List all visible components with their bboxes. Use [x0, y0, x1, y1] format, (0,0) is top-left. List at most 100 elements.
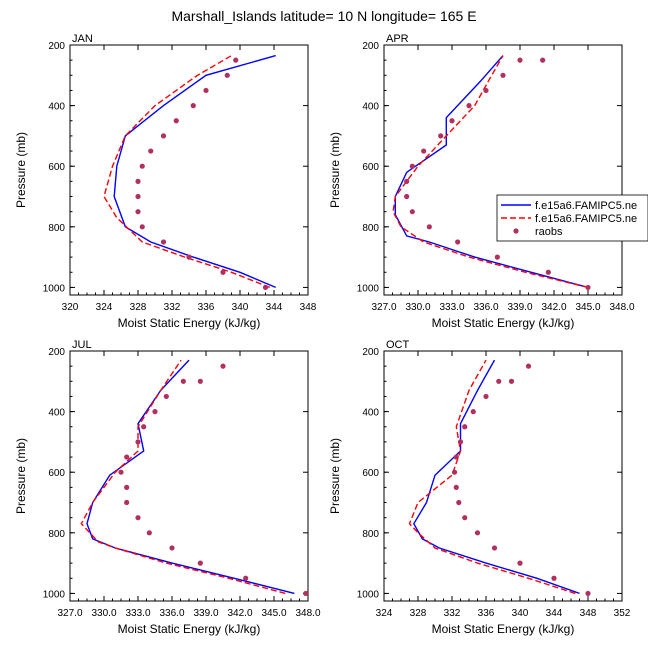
raobs-point: [517, 560, 523, 566]
x-tick-label: 330.0: [91, 608, 116, 619]
x-tick-label: 327.0: [371, 302, 396, 313]
raobs-point: [483, 87, 489, 94]
raobs-point: [409, 209, 415, 215]
y-tick-label: 200: [362, 41, 379, 52]
raobs-point: [455, 239, 461, 245]
x-tick-label: 333.0: [125, 608, 150, 619]
x-tick-label: 332: [164, 302, 181, 313]
y-tick-label: 200: [362, 347, 379, 358]
plot-frame: [69, 350, 309, 602]
raobs-point: [470, 409, 476, 415]
raobs-point: [197, 560, 203, 566]
raobs-point: [404, 178, 410, 184]
raobs-point: [453, 484, 459, 490]
x-tick-label: 339.0: [193, 608, 218, 619]
y-tick-label: 600: [48, 162, 65, 173]
x-tick-label: 348: [580, 608, 597, 619]
raobs-point: [141, 424, 147, 430]
x-tick-label: 324: [96, 302, 113, 313]
x-tick-label: 348: [300, 302, 317, 313]
y-axis-label: Pressure (mb): [14, 438, 28, 514]
raobs-point: [160, 133, 167, 139]
raobs-point: [517, 57, 523, 63]
panel-label: JUL: [72, 339, 92, 351]
model-line-solid: [394, 55, 589, 289]
x-axis-label: Moist Static Energy (kJ/kg): [118, 622, 261, 636]
raobs-point: [466, 103, 472, 109]
raobs-point: [243, 575, 249, 581]
raobs-point: [451, 469, 458, 475]
x-axis-label: Moist Static Energy (kJ/kg): [432, 622, 575, 636]
x-tick-label: 332: [444, 608, 461, 619]
x-axis-label: Moist Static Energy (kJ/kg): [118, 316, 261, 330]
plot-frame: [383, 44, 623, 296]
y-tick-label: 400: [48, 102, 65, 113]
y-tick-label: 600: [48, 468, 65, 479]
legend-label: raobs: [535, 226, 563, 238]
x-tick-label: 345.0: [261, 608, 286, 619]
raobs-point: [483, 393, 489, 400]
legend-swatch-dot: [513, 228, 519, 234]
model-line-solid: [412, 359, 580, 595]
plot-frame: [383, 350, 623, 602]
x-tick-label: 336.0: [159, 608, 184, 619]
y-tick-label: 800: [48, 223, 65, 234]
raobs-point: [474, 530, 481, 536]
y-tick-label: 800: [362, 223, 379, 234]
x-tick-label: 344: [266, 302, 283, 313]
model-line-solid: [86, 359, 295, 595]
legend-label: f.e15a6.FAMIPC5.ne: [535, 213, 637, 225]
x-tick-label: 327.0: [57, 608, 82, 619]
raobs-point: [220, 269, 226, 275]
raobs-point: [203, 87, 209, 94]
raobs-point: [462, 515, 468, 521]
y-tick-label: 1000: [357, 589, 380, 600]
y-tick-label: 800: [362, 529, 379, 540]
raobs-point: [494, 254, 500, 260]
raobs-point: [500, 72, 506, 78]
x-tick-label: 339.0: [507, 302, 532, 313]
y-axis-label: Pressure (mb): [328, 438, 342, 514]
raobs-point: [462, 424, 468, 430]
raobs-point: [491, 545, 498, 551]
panel-label: OCT: [386, 339, 410, 351]
raobs-point: [180, 378, 186, 384]
y-tick-label: 1000: [357, 283, 380, 294]
raobs-point: [496, 378, 502, 384]
y-tick-label: 600: [362, 162, 379, 173]
panel-oct: 324 328 332 336 340 344 348 352 200 400 600 800 1000…: [328, 339, 631, 636]
raobs-point: [404, 193, 410, 200]
y-tick-label: 800: [48, 529, 65, 540]
raobs-point: [197, 378, 203, 384]
raobs-point: [262, 284, 269, 291]
raobs-point: [139, 163, 145, 169]
raobs-point: [233, 57, 239, 63]
y-axis-label: Pressure (mb): [14, 132, 28, 208]
x-tick-label: 352: [614, 608, 631, 619]
x-tick-label: 336.0: [473, 302, 498, 313]
y-tick-label: 400: [362, 102, 379, 113]
model-line-solid: [113, 54, 276, 289]
x-tick-label: 336: [478, 608, 495, 619]
x-tick-label: 328: [410, 608, 427, 619]
raobs-point: [426, 224, 432, 230]
model-line-dashed: [80, 359, 286, 595]
raobs-point: [124, 454, 130, 460]
legend: f.e15a6.FAMIPC5.nef.e15a6.FAMIPC5.neraob…: [496, 194, 648, 242]
raobs-point: [540, 57, 546, 63]
x-tick-label: 342.0: [227, 608, 252, 619]
panel-apr: 327.0 330.0 333.0 336.0 339.0 342.0 345.0 348.0…: [328, 33, 635, 330]
panel-label: JAN: [72, 33, 93, 45]
x-tick-label: 336: [198, 302, 215, 313]
raobs-point: [152, 409, 158, 415]
x-tick-label: 342.0: [541, 302, 566, 313]
raobs-point: [146, 530, 152, 536]
raobs-point: [135, 193, 141, 200]
raobs-point: [551, 575, 557, 581]
x-tick-label: 324: [376, 608, 393, 619]
raobs-point: [453, 454, 459, 460]
x-tick-label: 340: [512, 608, 529, 619]
raobs-point: [525, 363, 532, 369]
raobs-point: [148, 148, 154, 154]
y-tick-label: 400: [48, 408, 65, 419]
